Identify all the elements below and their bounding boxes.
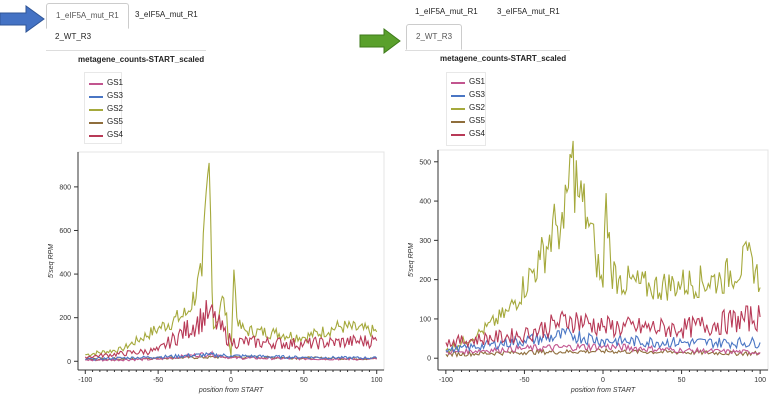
x-tick-label: -100 [439,377,453,384]
right-metagene-plot: 0 100 200 300 400 500 -100 -50 0 50 100 position fr… [408,140,769,394]
left-tab-bar [46,0,206,51]
plot-title: metagene_counts-START_scaled [78,55,205,64]
legend-label: GS2 [107,104,124,113]
x-axis-label: position from START [570,387,636,394]
series-line-gs2 [445,140,761,355]
gs5-swatch [451,121,465,123]
legend-label: GS1 [469,77,486,86]
tab-2-WT-R3[interactable]: 2_WT_R3 [55,32,92,41]
tab-3-eIF5A-mut-R1[interactable]: 3_eIF5A_mut_R1 [135,10,198,19]
y-tick-label: 400 [419,199,431,206]
plot-frame [437,149,769,371]
series-line-gs5 [445,347,761,358]
legend-label: GS3 [469,90,486,99]
tab-1-eIF5A-mut-R1[interactable]: 1_eIF5A_mut_R1 [46,3,129,29]
y-tick-label: 400 [59,272,71,279]
x-tick-label: 50 [678,377,686,384]
legend-label: GS5 [107,117,124,126]
plot-legend: GS1 GS3 GS2 GS5 GS4 [84,72,124,144]
gs2-swatch [89,109,103,111]
gs1-swatch [89,83,103,85]
gs5-swatch [89,122,103,124]
plot-legend: GS1 GS3 GS2 GS5 GS4 [446,72,486,146]
tab-2-WT-R3[interactable]: 2_WT_R3 [406,24,463,50]
y-tick-label: 200 [419,277,431,284]
y-tick-label: 0 [427,356,431,363]
y-tick-label: 500 [419,159,431,166]
x-tick-label: 0 [229,377,233,384]
right-tab-bar [405,0,570,51]
gs4-swatch [89,135,103,137]
plot-frame [77,151,385,371]
x-tick-label: -50 [153,377,163,384]
x-tick-label: -50 [519,377,529,384]
y-tick-label: 0 [67,359,71,366]
x-tick-label: 100 [754,377,766,384]
legend-label: GS2 [469,103,486,112]
legend-label: GS4 [107,130,124,139]
green-arrow-icon [359,28,401,54]
left-metagene-plot: 0 200 400 600 800 -100 -50 0 50 100 position from … [48,151,385,394]
gs3-swatch [89,96,103,98]
plot-title: metagene_counts-START_scaled [440,54,567,63]
series-line-gs4 [84,300,378,360]
right-panel: 1_eIF5A_mut_R1 3_eIF5A_mut_R1 2_WT_R3 me… [359,0,777,417]
series-line-gs4 [445,305,761,349]
x-axis-label: position from START [198,387,264,394]
y-tick-label: 800 [59,184,71,191]
left-panel: 1_eIF5A_mut_R1 3_eIF5A_mut_R1 2_WT_R3 me… [0,0,385,394]
tab-3-eIF5A-mut-R1[interactable]: 3_eIF5A_mut_R1 [497,7,560,16]
legend-label: GS1 [107,78,124,87]
series-line-gs2 [85,162,378,357]
gs3-swatch [451,95,465,97]
series-line-gs3 [445,326,761,354]
y-axis-label: 5'seq RPM [408,243,415,277]
y-tick-label: 300 [419,238,431,245]
gs4-swatch [451,134,465,136]
x-tick-label: 50 [300,377,308,384]
x-tick-label: 0 [601,377,605,384]
y-tick-label: 200 [59,315,71,322]
x-tick-label: -100 [78,377,92,384]
legend-label: GS4 [469,129,486,138]
legend-label: GS5 [469,116,486,125]
tab-1-eIF5A-mut-R1[interactable]: 1_eIF5A_mut_R1 [415,7,478,16]
gs2-swatch [451,108,465,110]
y-tick-label: 100 [419,316,431,323]
y-tick-label: 600 [59,228,71,235]
gs1-swatch [451,82,465,84]
blue-arrow-icon [0,5,45,33]
series-line-gs3 [85,351,378,361]
y-axis-label: 5'seq RPM [48,244,55,278]
legend-label: GS3 [107,91,124,100]
x-tick-label: 100 [371,377,383,384]
